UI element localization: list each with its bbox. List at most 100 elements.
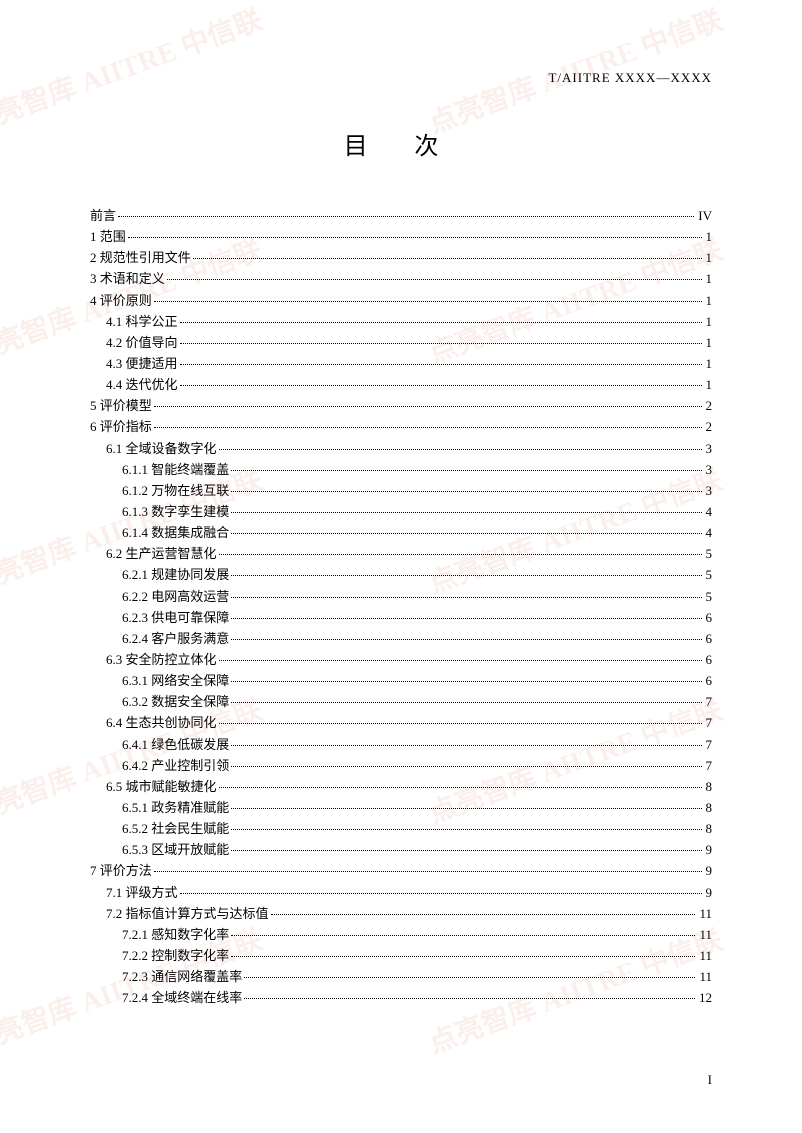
toc-item: 6.2.2 电网高效运营 5 xyxy=(90,587,712,607)
toc-item-label: 1 范围 xyxy=(90,227,126,247)
toc-item-label: 6.2 生产运营智慧化 xyxy=(106,544,217,564)
toc-leader-dots xyxy=(231,681,701,682)
toc-item: 6.3.1 网络安全保障6 xyxy=(90,671,712,691)
toc-item-page: 1 xyxy=(704,248,713,268)
toc-item: 6.3 安全防控立体化 6 xyxy=(90,650,712,670)
toc-item-label: 7.2.1 感知数字化率 xyxy=(122,925,229,945)
document-title: 目 次 xyxy=(90,126,712,161)
toc-item-page: 3 xyxy=(704,460,713,480)
toc-leader-dots xyxy=(244,998,695,999)
toc-item-label: 4.3 便捷适用 xyxy=(106,354,178,374)
toc-item-page: 5 xyxy=(704,544,713,564)
toc-leader-dots xyxy=(231,470,701,471)
toc-item-label: 6.1.2 万物在线互联 xyxy=(122,481,229,501)
toc-item: 7.1 评级方式9 xyxy=(90,883,712,903)
toc-leader-dots xyxy=(231,766,701,767)
toc-leader-dots xyxy=(219,723,702,724)
toc-item-label: 4.1 科学公正 xyxy=(106,312,178,332)
toc-leader-dots xyxy=(231,639,701,640)
toc-item-page: 1 xyxy=(704,227,713,247)
toc-item-page: 8 xyxy=(704,777,713,797)
toc-leader-dots xyxy=(154,406,702,407)
toc-leader-dots xyxy=(244,977,695,978)
toc-item: 3 术语和定义1 xyxy=(90,269,712,289)
toc-leader-dots xyxy=(231,533,701,534)
toc-item-label: 6.5.3 区域开放赋能 xyxy=(122,840,229,860)
toc-item-label: 3 术语和定义 xyxy=(90,269,165,289)
toc-leader-dots xyxy=(231,956,695,957)
toc-item-page: 6 xyxy=(704,650,713,670)
toc-leader-dots xyxy=(118,216,694,217)
toc-item-page: 4 xyxy=(704,523,713,543)
toc-item-page: 5 xyxy=(704,587,713,607)
toc-item: 6.1.4 数据集成融合4 xyxy=(90,523,712,543)
toc-leader-dots xyxy=(231,597,701,598)
toc-item-label: 6.2.2 电网高效运营 xyxy=(122,587,229,607)
toc-leader-dots xyxy=(128,237,702,238)
toc-item-label: 2 规范性引用文件 xyxy=(90,248,191,268)
toc-item-label: 7.2 指标值计算方式与达标值 xyxy=(106,904,269,924)
toc-item: 6.4.1 绿色低碳发展7 xyxy=(90,735,712,755)
toc-leader-dots xyxy=(167,279,702,280)
toc-leader-dots xyxy=(219,660,702,661)
toc-leader-dots xyxy=(219,554,702,555)
toc-item-label: 前言 xyxy=(90,206,116,226)
toc-item: 6.5.2 社会民生赋能 8 xyxy=(90,819,712,839)
toc-item-label: 6.4.2 产业控制引领 xyxy=(122,756,229,776)
toc-item-page: 1 xyxy=(704,333,713,353)
table-of-contents: 前言IV1 范围12 规范性引用文件13 术语和定义14 评价原则14.1 科学… xyxy=(90,206,712,1008)
toc-item: 7.2.4 全域终端在线率 12 xyxy=(90,988,712,1008)
toc-leader-dots xyxy=(231,575,701,576)
toc-item: 6.5 城市赋能敏捷化8 xyxy=(90,777,712,797)
toc-leader-dots xyxy=(231,829,701,830)
toc-item-label: 7.1 评级方式 xyxy=(106,883,178,903)
toc-item-label: 7.2.4 全域终端在线率 xyxy=(122,988,242,1008)
toc-item: 6.1.3 数字孪生建模4 xyxy=(90,502,712,522)
toc-item-page: 11 xyxy=(697,925,712,945)
toc-item-label: 6.3.2 数据安全保障 xyxy=(122,692,229,712)
toc-item: 4.4 迭代优化1 xyxy=(90,375,712,395)
toc-item-page: 1 xyxy=(704,291,713,311)
toc-item: 6 评价指标 2 xyxy=(90,417,712,437)
toc-item-page: 9 xyxy=(704,840,713,860)
toc-leader-dots xyxy=(231,512,701,513)
toc-item: 6.3.2 数据安全保障7 xyxy=(90,692,712,712)
toc-item: 4.1 科学公正1 xyxy=(90,312,712,332)
toc-item-label: 6 评价指标 xyxy=(90,417,152,437)
toc-item: 6.1 全域设备数字化3 xyxy=(90,439,712,459)
toc-item-label: 6.4.1 绿色低碳发展 xyxy=(122,735,229,755)
toc-item: 6.2 生产运营智慧化 5 xyxy=(90,544,712,564)
toc-item: 6.2.4 客户服务满意6 xyxy=(90,629,712,649)
toc-item-label: 7.2.2 控制数字化率 xyxy=(122,946,229,966)
toc-leader-dots xyxy=(231,618,701,619)
toc-item-page: 4 xyxy=(704,502,713,522)
toc-item-label: 4.4 迭代优化 xyxy=(106,375,178,395)
toc-item-label: 6.1.1 智能终端覆盖 xyxy=(122,460,229,480)
toc-item: 5 评价模型2 xyxy=(90,396,712,416)
toc-item-page: 7 xyxy=(704,756,713,776)
toc-item-page: 2 xyxy=(704,417,713,437)
toc-item-label: 6.4 生态共创协同化 xyxy=(106,713,217,733)
toc-item-page: 8 xyxy=(704,819,713,839)
toc-item-label: 6.5.2 社会民生赋能 xyxy=(122,819,229,839)
toc-leader-dots xyxy=(271,914,696,915)
toc-leader-dots xyxy=(231,850,701,851)
toc-item-page: 6 xyxy=(704,671,713,691)
toc-item-label: 6.5.1 政务精准赋能 xyxy=(122,798,229,818)
toc-item-page: IV xyxy=(696,206,712,226)
toc-item: 6.1.2 万物在线互联 3 xyxy=(90,481,712,501)
toc-item: 6.5.3 区域开放赋能 9 xyxy=(90,840,712,860)
toc-item-label: 6.3 安全防控立体化 xyxy=(106,650,217,670)
toc-item: 4 评价原则1 xyxy=(90,291,712,311)
toc-item-page: 12 xyxy=(697,988,712,1008)
page-number: I xyxy=(708,1072,712,1088)
toc-item-page: 1 xyxy=(704,354,713,374)
toc-item: 7.2 指标值计算方式与达标值11 xyxy=(90,904,712,924)
toc-leader-dots xyxy=(180,343,702,344)
toc-item: 6.4.2 产业控制引领 7 xyxy=(90,756,712,776)
toc-leader-dots xyxy=(219,787,702,788)
toc-item-page: 3 xyxy=(704,481,713,501)
toc-leader-dots xyxy=(193,258,702,259)
toc-item-page: 11 xyxy=(697,967,712,987)
toc-item-page: 6 xyxy=(704,608,713,628)
